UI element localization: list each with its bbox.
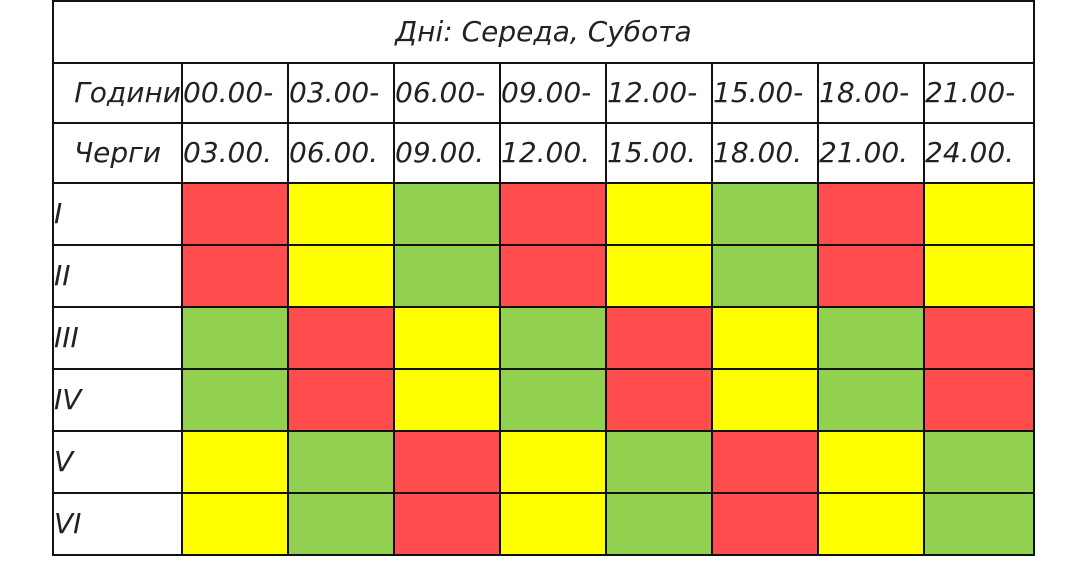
schedule-cell-green [923,492,1035,556]
time-slot-start: 21.00- [923,62,1035,124]
schedule-cell-yellow [923,182,1035,246]
queue-label: V [52,430,183,494]
schedule-cell-yellow [605,182,713,246]
schedule-cell-red [923,368,1035,432]
schedule-cell-yellow [393,368,501,432]
hours-label: Години [52,62,183,124]
time-slot-end: 24.00. [923,122,1035,184]
schedule-cell-red [605,306,713,370]
schedule-cell-green [287,430,395,494]
schedule-cell-green [923,430,1035,494]
schedule-cell-green [711,182,819,246]
time-slot-end: 18.00. [711,122,819,184]
schedule-cell-yellow [287,244,395,308]
schedule-cell-red [393,492,501,556]
schedule-cell-yellow [711,306,819,370]
schedule-cell-green [287,492,395,556]
schedule-cell-green [817,306,925,370]
time-slot-end: 12.00. [499,122,607,184]
schedule-cell-green [499,306,607,370]
schedule-cell-green [181,368,289,432]
schedule-cell-yellow [711,368,819,432]
schedule-cell-red [287,306,395,370]
schedule-cell-red [393,430,501,494]
schedule-cell-green [393,244,501,308]
schedule-cell-green [711,244,819,308]
time-slot-end: 03.00. [181,122,289,184]
queue-row: VI [52,492,1035,556]
time-slot-start: 06.00- [393,62,501,124]
schedule-cell-yellow [181,430,289,494]
schedule-cell-red [923,306,1035,370]
schedule-cell-green [605,430,713,494]
schedule-cell-yellow [499,430,607,494]
schedule-cell-yellow [181,492,289,556]
time-slot-start: 18.00- [817,62,925,124]
schedule-cell-red [817,182,925,246]
schedule-cell-red [605,368,713,432]
schedule-title: Дні: Середа, Субота [52,0,1035,64]
schedule-cell-red [287,368,395,432]
schedule-cell-red [181,244,289,308]
schedule-cell-yellow [605,244,713,308]
schedule-cell-yellow [499,492,607,556]
schedule-cell-yellow [817,492,925,556]
queue-row: I [52,182,1035,246]
hours-header-row: Години 00.00- 03.00- 06.00- 09.00- 12.00- 15.… [52,62,1035,124]
time-slot-start: 09.00- [499,62,607,124]
time-slot-start: 12.00- [605,62,713,124]
schedule-cell-red [817,244,925,308]
title-row: Дні: Середа, Субота [52,0,1035,64]
schedule-cell-yellow [817,430,925,494]
schedule-cell-red [181,182,289,246]
queue-label: I [52,182,183,246]
queue-label: VI [52,492,183,556]
schedule-cell-yellow [287,182,395,246]
time-slot-end: 15.00. [605,122,713,184]
queues-label: Черги [52,122,183,184]
time-slot-end: 06.00. [287,122,395,184]
time-slot-start: 03.00- [287,62,395,124]
time-slot-end: 21.00. [817,122,925,184]
time-slot-start: 15.00- [711,62,819,124]
queue-label: II [52,244,183,308]
schedule-cell-green [393,182,501,246]
time-slot-start: 00.00- [181,62,289,124]
schedule-cell-red [711,430,819,494]
queue-row: IV [52,368,1035,432]
schedule-cell-yellow [393,306,501,370]
schedule-cell-green [499,368,607,432]
queue-row: V [52,430,1035,494]
schedule-cell-yellow [923,244,1035,308]
schedule-cell-green [605,492,713,556]
schedule-cell-red [499,244,607,308]
queue-row: III [52,306,1035,370]
schedule-cell-red [711,492,819,556]
time-slot-end: 09.00. [393,122,501,184]
schedule-cell-green [181,306,289,370]
queue-label: IV [52,368,183,432]
queues-header-row: Черги 03.00. 06.00. 09.00. 12.00. 15.00. 18.0… [52,122,1035,184]
queue-label: III [52,306,183,370]
schedule-cell-green [817,368,925,432]
outage-schedule-table: Дні: Середа, Субота Години 00.00- 03.00- 0… [52,0,1035,556]
queue-row: II [52,244,1035,308]
schedule-cell-red [499,182,607,246]
